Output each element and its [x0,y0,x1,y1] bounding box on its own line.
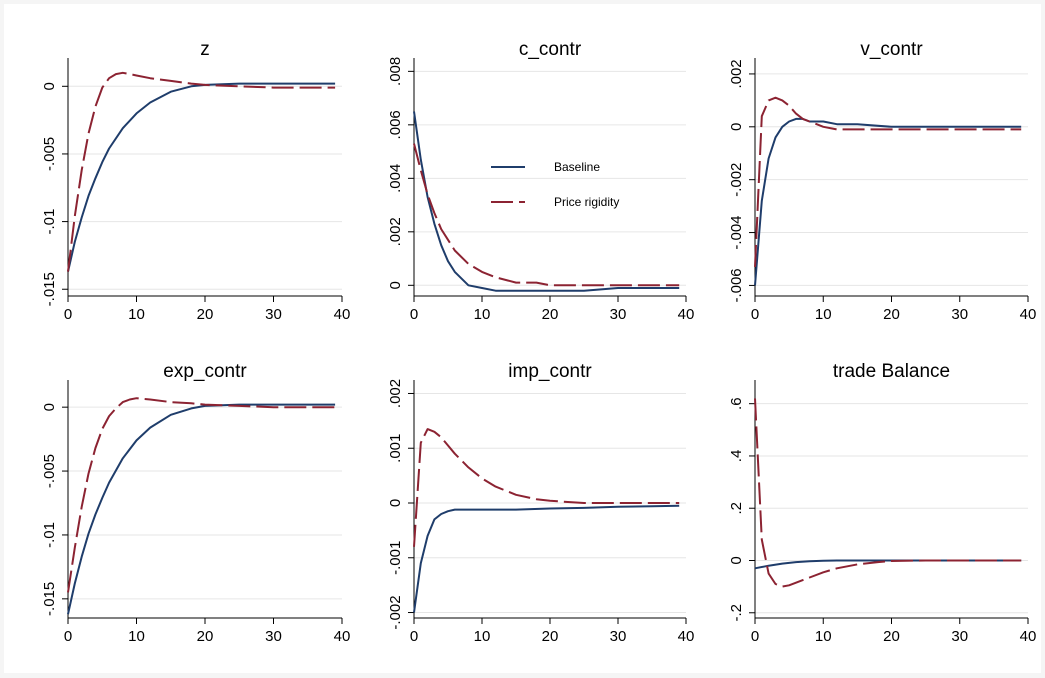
y-tick-label: -.005 [41,137,58,171]
series-line-baseline [67,403,336,615]
x-tick-label: 0 [410,628,418,645]
y-tick-label: -.004 [728,215,745,249]
y-tick-label: 0 [41,82,58,90]
y-tick-label: .006 [387,110,404,139]
x-tick-label: 0 [751,306,759,323]
figure: z 0 10 20 30 40 0 -.005 -.01 -.015 c_contr 0 10 20 30 4… [4,4,1041,673]
y-tick-label: .002 [387,379,404,408]
panel-z: z 0 10 20 30 40 0 -.005 -.01 -.015 [41,39,350,323]
x-tick-label: 40 [678,306,695,323]
series-line-baseline [413,111,680,292]
series-line-price-rigidity [67,397,336,593]
x-tick-label: 40 [334,628,351,645]
series-line-baseline [754,117,1022,286]
panel-title: v_contr [860,39,923,60]
y-tick-label: -.01 [41,522,58,548]
y-tick-label: .6 [728,397,745,410]
x-tick-label: 40 [334,306,351,323]
panel-imp-contr: imp_contr 0 10 20 30 40 .002 .001 0 -.001 -.002 [387,361,694,645]
charts-grid: z 0 10 20 30 40 0 -.005 -.01 -.015 c_contr 0 10 20 30 4… [41,39,1036,645]
panel-trade-balance: trade Balance 0 10 20 30 40 .6 .4 .2 0 -.2 [728,361,1036,645]
y-tick-label: 0 [728,123,745,131]
y-tick-label: -.006 [728,268,745,302]
x-tick-label: 20 [542,306,559,323]
series-line-price-rigidity [413,428,680,547]
x-tick-label: 30 [265,306,282,323]
x-tick-label: 40 [1020,628,1037,645]
x-tick-label: 40 [678,628,695,645]
series-line-baseline [754,559,1022,570]
y-tick-label: .008 [387,57,404,86]
y-tick-label: 0 [387,499,404,507]
x-tick-label: 20 [883,628,900,645]
x-tick-label: 0 [64,628,72,645]
y-tick-label: 0 [728,556,745,564]
series-line-price-rigidity [754,96,1022,267]
x-tick-label: 10 [128,306,145,323]
x-tick-label: 20 [542,628,559,645]
x-tick-label: 10 [815,306,832,323]
y-tick-label: -.015 [41,272,58,306]
x-tick-label: 30 [610,628,627,645]
panel-title: c_contr [519,39,582,60]
series-line-price-rigidity [67,71,336,272]
y-tick-label: .4 [728,450,745,463]
legend-label-baseline: Baseline [554,160,600,174]
y-tick-label: .002 [728,59,745,88]
x-tick-label: 30 [951,306,968,323]
y-tick-label: -.001 [387,541,404,575]
x-tick-label: 0 [751,628,759,645]
x-tick-label: 10 [474,306,491,323]
y-tick-label: .001 [387,434,404,463]
y-tick-label: .002 [387,217,404,246]
y-tick-label: -.2 [728,604,745,622]
series-line-price-rigidity [754,398,1022,588]
x-tick-label: 40 [1020,306,1037,323]
panel-title: z [200,39,210,60]
x-tick-label: 0 [410,306,418,323]
y-tick-label: .004 [387,164,404,193]
series-line-baseline [67,82,336,272]
panel-v-contr: v_contr 0 10 20 30 40 .002 0 -.002 -.004 -.006 [728,39,1036,323]
panel-title: exp_contr [163,361,247,382]
y-tick-label: -.002 [728,163,745,197]
panel-c-contr: c_contr 0 10 20 30 40 0 .002 .004 .006 .008 [387,39,694,323]
x-tick-label: 20 [883,306,900,323]
y-tick-label: 0 [387,281,404,289]
x-tick-label: 30 [610,306,627,323]
x-tick-label: 10 [474,628,491,645]
x-tick-label: 20 [197,628,214,645]
legend-label-price-rigidity: Price rigidity [554,195,619,209]
y-tick-label: 0 [41,403,58,411]
y-tick-label: -.01 [41,209,58,235]
series-line-baseline [413,504,680,613]
y-tick-label: .2 [728,502,745,515]
panel-exp-contr: exp_contr 0 10 20 30 40 0 -.005 -.01 -.015 [41,361,350,645]
y-tick-label: -.002 [387,595,404,629]
legend: Baseline Price rigidity [491,160,619,209]
x-tick-label: 20 [197,306,214,323]
x-tick-label: 30 [951,628,968,645]
x-tick-label: 10 [815,628,832,645]
panel-title: imp_contr [508,361,592,382]
series-line-price-rigidity [413,143,680,287]
x-tick-label: 30 [265,628,282,645]
y-tick-label: -.005 [41,454,58,488]
x-tick-label: 0 [64,306,72,323]
x-tick-label: 10 [128,628,145,645]
panel-title: trade Balance [833,361,950,382]
y-tick-label: -.015 [41,582,58,616]
